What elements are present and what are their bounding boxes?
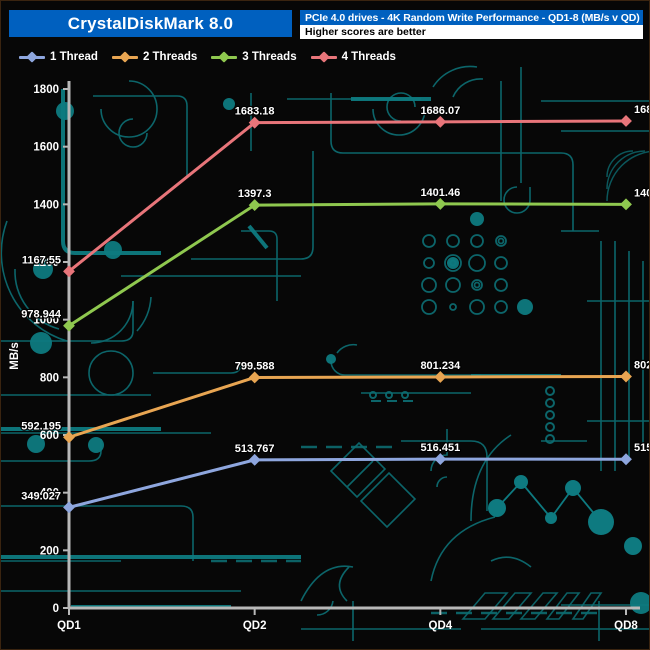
chart-legend: 1 Thread 2 Threads 3 Threads 4 Threads [19, 49, 396, 65]
legend-swatch-4-threads [310, 55, 337, 59]
data-point-marker [434, 453, 447, 466]
data-point-label: 978.944 [21, 309, 62, 321]
y-tick-label: 1000 [33, 315, 59, 327]
app-title: CrystalDiskMark 8.0 [67, 13, 234, 33]
x-tick-label: QD4 [429, 620, 453, 632]
app-title-box: CrystalDiskMark 8.0 [9, 10, 292, 37]
legend-item-2-threads: 2 Threads [111, 51, 198, 63]
data-point-label: 1400.07 [634, 187, 650, 199]
data-point-label: 1401.46 [420, 187, 460, 199]
x-tick-label: QD1 [57, 620, 81, 632]
data-point-label: 1397.3 [238, 188, 272, 200]
data-point-marker [620, 198, 632, 211]
legend-label-4-threads: 4 Threads [341, 51, 396, 63]
legend-swatch-2-threads [111, 55, 138, 59]
data-point-marker [248, 116, 261, 129]
y-tick-label: 200 [40, 545, 59, 557]
data-point-marker [620, 115, 632, 127]
data-point-label: 802.891 [634, 359, 650, 371]
data-series-group [63, 115, 632, 514]
y-tick-label: 1800 [33, 84, 59, 96]
chart-note: Higher scores are better [305, 26, 426, 38]
data-point-label: 349.027 [21, 490, 61, 502]
legend-label-3-threads: 3 Threads [242, 51, 297, 63]
chart-note-box: Higher scores are better [300, 25, 643, 39]
data-point-marker [248, 453, 261, 466]
legend-label-1-thread: 1 Thread [50, 51, 98, 63]
x-axis: QD1 QD2 QD4 QD8 [57, 606, 640, 632]
data-point-label: 1689.21 [634, 104, 650, 116]
legend-item-3-threads: 3 Threads [211, 51, 297, 63]
x-tick-label: QD2 [243, 620, 267, 632]
legend-label-2-threads: 2 Threads [142, 51, 198, 63]
y-tick-label: 600 [40, 430, 59, 442]
data-point-marker [434, 115, 447, 128]
legend-swatch-1-thread [19, 55, 45, 59]
data-point-marker [434, 371, 447, 383]
series-line-2-threads [67, 374, 628, 439]
data-point-marker [63, 501, 75, 514]
series-line-1-thread [67, 457, 628, 509]
y-tick-label: 1200 [33, 257, 59, 269]
y-axis-title: MB/s [9, 342, 21, 369]
data-point-marker [620, 453, 632, 466]
data-point-label: 801.234 [420, 360, 461, 372]
chart-header: CrystalDiskMark 8.0 PCIe 4.0 drives - 4K… [1, 1, 649, 45]
data-point-label: 515.898 [634, 442, 650, 454]
legend-swatch-3-threads [211, 55, 238, 59]
chart-subtitle: PCIe 4.0 drives - 4K Random Write Perfor… [305, 11, 640, 24]
y-tick-label: 400 [40, 488, 59, 500]
y-tick-label: 0 [53, 603, 59, 615]
series-line-3-threads [67, 202, 628, 328]
data-point-marker [434, 197, 447, 210]
data-point-marker [248, 371, 261, 384]
data-point-label: 513.767 [235, 443, 275, 455]
data-point-label: 1683.18 [235, 106, 275, 118]
series-line-4-threads [67, 119, 628, 273]
data-point-label: 799.588 [235, 360, 275, 372]
data-point-marker [620, 370, 632, 383]
legend-item-4-threads: 4 Threads [310, 51, 396, 63]
y-tick-label: 1600 [33, 142, 59, 154]
data-point-label: 1686.07 [420, 105, 460, 117]
data-labels-group: 349.027 513.767 516.451 515.898 592.195 799.5… [20, 103, 650, 504]
y-tick-label: 800 [40, 372, 59, 384]
y-axis: 0 200 400 600 800 1000 1200 1400 1600 1800 [33, 81, 71, 615]
chart-subtitle-box: PCIe 4.0 drives - 4K Random Write Perfor… [300, 10, 643, 25]
data-point-label: 516.451 [420, 442, 460, 454]
data-point-label: 592.195 [21, 420, 61, 432]
x-tick-label: QD8 [614, 620, 638, 632]
data-point-marker [63, 431, 75, 444]
y-tick-label: 1400 [33, 199, 59, 211]
legend-item-1-thread: 1 Thread [19, 51, 98, 63]
data-point-label: 1167.55 [22, 254, 61, 266]
